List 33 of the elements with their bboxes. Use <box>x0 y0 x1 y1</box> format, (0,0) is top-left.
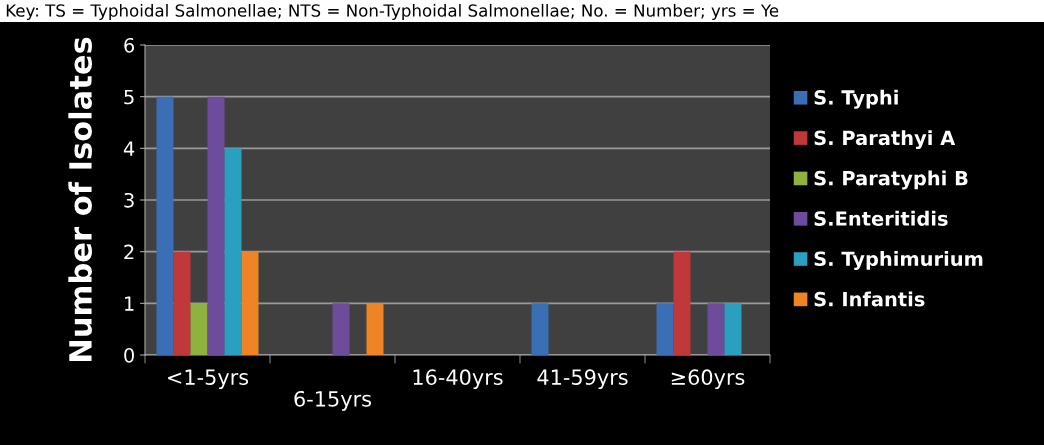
bar <box>173 251 191 355</box>
bar <box>224 148 242 355</box>
y-tick-label: 4 <box>123 141 135 156</box>
legend-label: S. Typhi <box>814 89 898 109</box>
bar <box>366 303 384 355</box>
legend-label: S.Enteritidis <box>814 210 948 226</box>
y-tick-label: 2 <box>124 244 134 260</box>
bar <box>656 303 674 355</box>
legend-label: S. Parathyi A <box>814 130 956 150</box>
legend-label: S. Typhimurium <box>814 251 983 271</box>
x-tick-label: 6-15yrs <box>294 390 371 411</box>
bar <box>156 96 174 355</box>
bar <box>707 303 725 355</box>
x-tick-label: 41-59yrs <box>537 369 628 390</box>
bar <box>207 96 225 355</box>
bar <box>190 303 208 355</box>
y-axis-title: Number of Isolates <box>68 37 92 361</box>
y-tick-label: 6 <box>124 37 135 53</box>
legend-label: S. Infantis <box>814 291 925 307</box>
bar <box>673 251 691 355</box>
y-tick-label: 0 <box>124 347 134 363</box>
bar <box>241 251 259 355</box>
y-tick-label: 1 <box>125 296 134 311</box>
x-tick-label: <1-5yrs <box>168 369 249 390</box>
bar <box>531 303 549 355</box>
legend-label: S. Paratyphi B <box>814 170 968 190</box>
text: Key: TS = Typhoidal Salmonellae; NTS = Non-Typhoidal Salmonellae; No. = Number; yrs = Ye <box>6 3 779 21</box>
y-tick-label: 5 <box>124 89 134 105</box>
y-tick-label: 3 <box>124 192 134 208</box>
bar <box>332 303 350 355</box>
x-tick-label: ≥60yrs <box>671 369 745 390</box>
x-tick-label: 16-40yrs <box>413 369 503 390</box>
bar <box>724 303 742 355</box>
